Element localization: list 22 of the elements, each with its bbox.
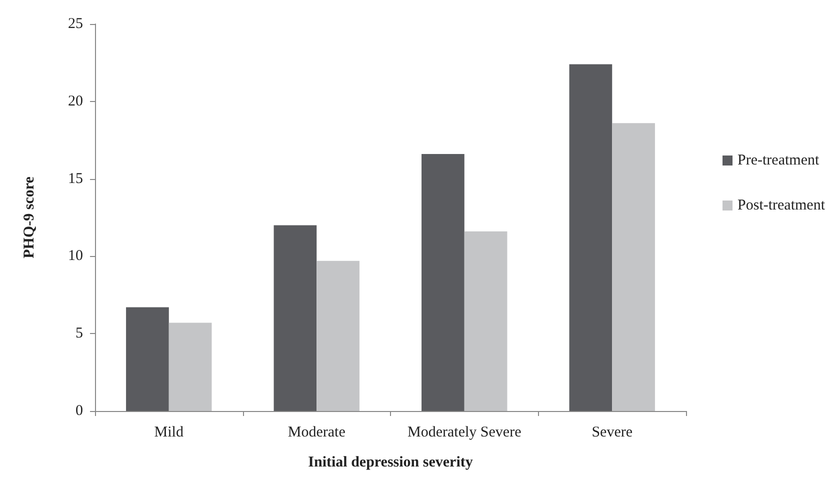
x-tick-label: Moderate <box>288 424 346 440</box>
bar <box>612 123 655 411</box>
y-tick-label: 25 <box>68 16 83 32</box>
legend-label: Pre-treatment <box>738 152 820 168</box>
bar <box>569 64 612 411</box>
bar <box>126 307 169 411</box>
x-tick-label: Moderately Severe <box>408 424 522 440</box>
x-tick-label: Mild <box>154 424 184 440</box>
y-tick-label: 0 <box>76 403 83 419</box>
y-tick-label: 20 <box>68 93 83 110</box>
bar <box>316 260 360 411</box>
bar <box>168 322 212 411</box>
x-tick-label: Severe <box>592 424 633 440</box>
x-axis-title: Initial depression severity <box>308 454 474 470</box>
y-axis-title: PHQ-9 score <box>22 176 38 258</box>
bar <box>464 231 508 411</box>
y-tick-label: 5 <box>76 326 83 342</box>
legend-label: Post-treatment <box>738 198 826 214</box>
bar <box>422 154 464 411</box>
y-tick-label: 15 <box>68 170 83 187</box>
bar <box>274 225 317 411</box>
y-tick-label: 10 <box>68 248 83 264</box>
